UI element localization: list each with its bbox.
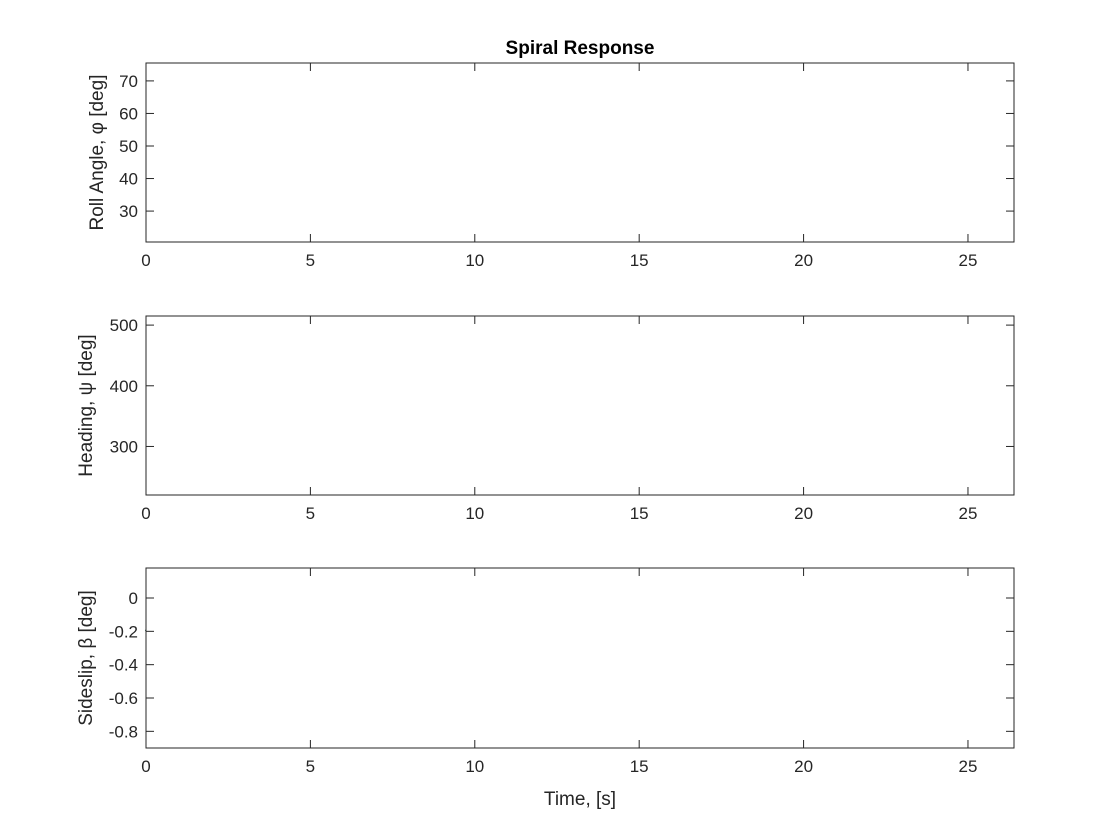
- roll-panel: 0 5 10 15 20 25 30 40 50 60 70 Roll Angle, φ [deg] S…: [87, 38, 1015, 270]
- roll-y-tick-label: 40: [119, 170, 138, 189]
- heading-y-axis-label: Heading, ψ [deg]: [76, 334, 97, 476]
- roll-y-tick-label: 70: [119, 72, 138, 91]
- chart-title: Spiral Response: [506, 38, 655, 59]
- heading-x-tick-label: 15: [630, 504, 649, 523]
- roll-x-tick-label: 5: [306, 251, 315, 270]
- sideslip-x-tick-label: 5: [306, 757, 315, 776]
- roll-x-tick-label: 0: [141, 251, 150, 270]
- roll-x-tick-label: 25: [959, 251, 978, 270]
- heading-x-tick-label: 5: [306, 504, 315, 523]
- sideslip-x-tick-label: 10: [465, 757, 484, 776]
- sideslip-x-axis-label: Time, [s]: [544, 789, 616, 810]
- sideslip-y-tick-label: 0: [129, 589, 138, 608]
- sideslip-y-tick-label: -0.4: [109, 656, 138, 675]
- sideslip-y-axis-label: Sideslip, β [deg]: [76, 590, 97, 726]
- sideslip-panel: Mean0510152025-0.8-0.6-0.4-0.20Sideslip,…: [76, 567, 1015, 810]
- sideslip-y-tick-label: -0.6: [109, 689, 138, 708]
- roll-x-tick-label: 10: [465, 251, 484, 270]
- heading-y-tick-label: 500: [110, 316, 138, 335]
- sideslip-y-tick-label: -0.8: [109, 722, 138, 741]
- heading-panel: 0 5 10 15 20 25 300 400 500 Heading, ψ [deg]: [76, 315, 1015, 523]
- roll-y-tick-label: 50: [119, 137, 138, 156]
- roll-x-tick-label: 15: [630, 251, 649, 270]
- roll-axes-frame: [145, 62, 1015, 243]
- sideslip-y-tick-label: -0.2: [109, 622, 138, 641]
- roll-y-tick-label: 30: [119, 202, 138, 221]
- sideslip-x-tick-label: 20: [794, 757, 813, 776]
- sideslip-x-tick-label: 15: [630, 757, 649, 776]
- heading-x-tick-label: 25: [959, 504, 978, 523]
- heading-x-tick-label: 20: [794, 504, 813, 523]
- heading-axes-frame: [145, 315, 1015, 496]
- sideslip-x-tick-label: 0: [141, 757, 150, 776]
- sideslip-axes-frame: [145, 567, 1015, 749]
- roll-x-tick-label: 20: [794, 251, 813, 270]
- heading-x-tick-label: 10: [465, 504, 484, 523]
- sideslip-x-tick-label: 25: [959, 757, 978, 776]
- heading-y-tick-label: 400: [110, 377, 138, 396]
- roll-y-axis-label: Roll Angle, φ [deg]: [87, 75, 108, 231]
- heading-x-tick-label: 0: [141, 504, 150, 523]
- heading-y-tick-label: 300: [110, 437, 138, 456]
- roll-y-tick-label: 60: [119, 104, 138, 123]
